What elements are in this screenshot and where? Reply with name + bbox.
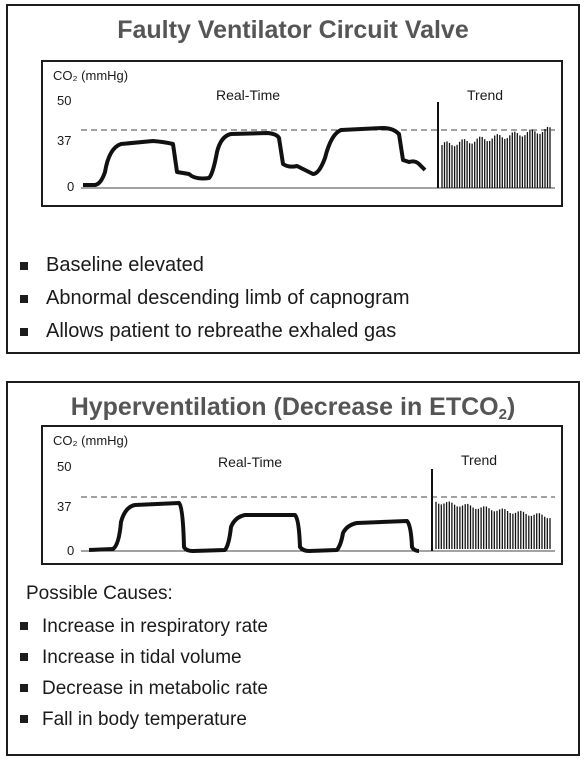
bullet-item: Fall in body temperature	[20, 704, 268, 735]
bullet-item: Baseline elevated	[20, 249, 410, 282]
realtime-label: Real-Time	[216, 87, 280, 103]
cause-list: Increase in respiratory rate Increase in…	[20, 611, 268, 735]
finding-list: Baseline elevated Abnormal descending li…	[20, 249, 410, 348]
trend-label: Trend	[467, 87, 503, 103]
realtime-waveform	[88, 501, 420, 553]
bullet-square-icon	[20, 653, 28, 661]
faulty-valve-panel: Faulty Ventilator Circuit Valve CO₂ (mmH…	[6, 4, 580, 354]
hyperventilation-panel: Hyperventilation (Decrease in ETCO2) CO₂…	[6, 381, 580, 756]
trend-bars	[441, 126, 551, 188]
y-tick-50: 50	[57, 459, 71, 474]
panel-title: Faulty Ventilator Circuit Valve	[117, 16, 469, 44]
bullet-item: Increase in tidal volume	[20, 642, 268, 673]
panel-title: Hyperventilation (Decrease in ETCO2)	[70, 393, 516, 423]
y-axis-label: CO₂ (mmHg)	[53, 68, 128, 83]
bullet-item: Abnormal descending limb of capnogram	[20, 282, 410, 315]
y-tick-0: 0	[67, 179, 74, 194]
capnogram-display: CO₂ (mmHg) 50 37 0 Real-Time Trend	[41, 60, 563, 207]
realtime-waveform	[83, 126, 427, 187]
capnogram-display: CO₂ (mmHg) 50 37 0 Real-Time Trend	[41, 425, 563, 565]
y-tick-0: 0	[67, 543, 74, 558]
y-tick-50: 50	[57, 93, 71, 108]
bullet-square-icon	[20, 295, 28, 303]
bullet-square-icon	[20, 715, 28, 723]
bullet-item: Decrease in metabolic rate	[20, 673, 268, 704]
realtime-label: Real-Time	[218, 454, 282, 470]
trend-label: Trend	[461, 452, 497, 468]
bullet-square-icon	[20, 328, 28, 336]
bullet-item: Increase in respiratory rate	[20, 611, 268, 642]
bullet-square-icon	[20, 684, 28, 692]
capnogram-chart: CO₂ (mmHg) 50 37 0 Real-Time Trend	[53, 433, 555, 558]
causes-heading: Possible Causes:	[26, 583, 173, 604]
trend-bars	[435, 501, 551, 549]
bullet-square-icon	[20, 622, 28, 630]
y-tick-37: 37	[57, 133, 71, 148]
bullet-square-icon	[20, 262, 28, 270]
y-tick-37: 37	[57, 499, 71, 514]
capnogram-chart: CO₂ (mmHg) 50 37 0 Real-Time Trend	[53, 68, 555, 194]
bullet-item: Allows patient to rebreathe exhaled gas	[20, 315, 410, 348]
y-axis-label: CO₂ (mmHg)	[53, 433, 128, 448]
